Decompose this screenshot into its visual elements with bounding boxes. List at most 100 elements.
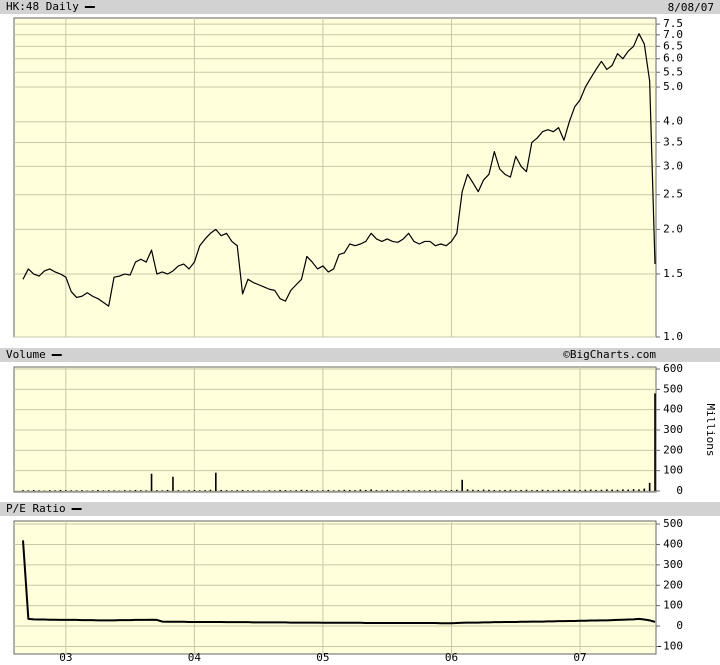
plot-area xyxy=(13,520,657,655)
volume-bar xyxy=(563,489,565,491)
legend-swatch xyxy=(51,354,62,356)
volume-bar xyxy=(209,489,212,491)
y-tick-label: 5.5 xyxy=(663,65,683,78)
y-tick-label: 7.0 xyxy=(663,28,683,41)
legend-label: Volume xyxy=(6,348,46,361)
volume-bar xyxy=(97,489,99,491)
volume-bar xyxy=(273,490,276,491)
volume-bar xyxy=(289,490,292,491)
volume-bar xyxy=(182,490,185,491)
y-axis-label: Millions xyxy=(704,404,717,457)
volume-bar xyxy=(91,490,94,491)
volume-bar xyxy=(161,490,164,491)
x-tick-label: 06 xyxy=(445,651,458,664)
volume-bar xyxy=(557,489,560,491)
volume-bar xyxy=(654,393,656,491)
volume-bar xyxy=(338,490,340,491)
y-tick-label: 200 xyxy=(663,578,683,591)
x-tick-label: 04 xyxy=(188,651,202,664)
y-tick-label: 200 xyxy=(663,443,683,456)
volume-bar xyxy=(145,490,147,491)
volume-bar xyxy=(343,489,346,491)
volume-bar xyxy=(75,490,78,491)
volume-bar xyxy=(622,489,624,491)
volume-bar xyxy=(268,490,271,491)
volume-bar xyxy=(150,473,153,491)
volume-bar xyxy=(198,490,201,491)
y-tick-label: 100 xyxy=(663,464,683,477)
volume-bar xyxy=(32,489,35,491)
volume-bar xyxy=(348,489,351,491)
y-tick-label: 0 xyxy=(676,619,683,632)
volume-bar xyxy=(279,489,281,491)
volume-bar xyxy=(643,488,646,491)
y-tick-label: 0 xyxy=(676,484,683,497)
legend-swatch xyxy=(71,508,82,510)
legend-swatch xyxy=(84,6,95,8)
volume-bar xyxy=(123,490,126,491)
volume-bar xyxy=(531,490,533,491)
volume-bar xyxy=(611,489,613,491)
line xyxy=(22,33,656,307)
volume-bar xyxy=(488,489,490,491)
volume-bar xyxy=(397,490,399,491)
volume-bar xyxy=(364,489,367,491)
y-tick-label: 2.0 xyxy=(663,222,683,235)
volume-bar xyxy=(568,489,571,491)
volume-bar xyxy=(439,490,442,491)
y-tick-label: 7.5 xyxy=(663,17,683,30)
volume-bar xyxy=(332,490,335,491)
volume-bar xyxy=(257,490,260,491)
volume-bar xyxy=(514,490,517,491)
volume-bar xyxy=(477,489,480,491)
header-bar xyxy=(0,348,720,362)
y-tick-label: 6.5 xyxy=(663,39,683,52)
volume-bar xyxy=(102,490,105,491)
volume-bar xyxy=(520,489,522,491)
y-tick-label: 600 xyxy=(663,362,683,375)
volume-bar xyxy=(193,489,196,491)
volume-bar xyxy=(434,490,437,491)
volume-bar xyxy=(215,472,217,491)
volume-bar xyxy=(573,489,576,491)
volume-bar xyxy=(177,490,180,491)
volume-bar xyxy=(423,490,426,491)
volume-bar xyxy=(156,490,158,491)
volume-bar xyxy=(466,489,469,491)
volume-bar xyxy=(509,489,512,491)
legend-label: P/E Ratio xyxy=(6,502,66,515)
volume-bar xyxy=(536,489,538,491)
volume-bar xyxy=(616,489,619,491)
volume-bar xyxy=(316,490,319,491)
y-tick-label: 3.5 xyxy=(663,135,683,148)
volume-bar xyxy=(472,489,474,491)
volume-bar xyxy=(134,489,137,491)
plot-area xyxy=(13,366,657,493)
volume-bar xyxy=(605,489,608,491)
volume-bar xyxy=(525,489,528,491)
volume-bar xyxy=(107,490,110,491)
volume-bar xyxy=(493,489,496,491)
y-tick-label: 500 xyxy=(663,382,683,395)
volume-bar xyxy=(300,489,303,491)
volume-bar xyxy=(225,490,228,491)
volume-bar xyxy=(589,489,592,491)
y-tick-label: 6.0 xyxy=(663,52,683,65)
volume-bar xyxy=(252,490,255,491)
volume-bar xyxy=(327,489,330,491)
y-tick-label: 400 xyxy=(663,537,683,550)
volume-bar xyxy=(322,490,324,491)
volume-bar xyxy=(429,489,431,491)
volume-bar xyxy=(204,490,206,491)
volume-bar xyxy=(247,490,249,491)
volume-bar xyxy=(418,490,421,491)
legend-label: HK:48 Daily xyxy=(6,0,79,13)
y-tick-label: 100 xyxy=(663,599,683,612)
volume-bar xyxy=(59,489,62,491)
volume-bar xyxy=(354,490,356,491)
volume-bar xyxy=(638,489,640,491)
volume-bar xyxy=(70,490,73,491)
volume-bar xyxy=(461,479,463,491)
volume-bar xyxy=(38,490,40,491)
volume-bar xyxy=(648,482,651,491)
